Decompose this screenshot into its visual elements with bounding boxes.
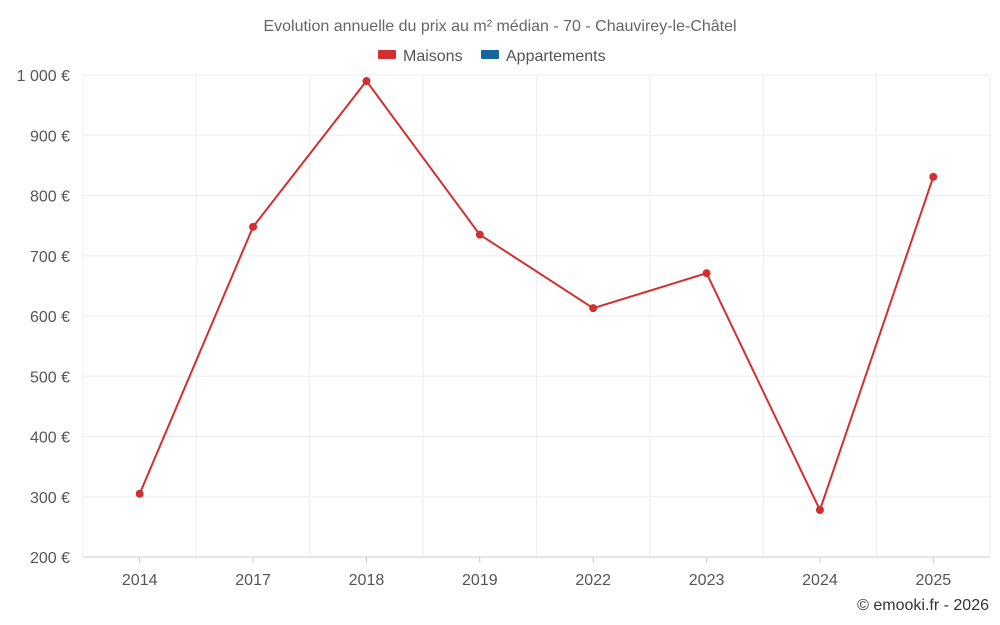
y-tick-label: 500 €: [30, 369, 70, 386]
x-axis-ticks: 2014 2017 2018 2019 2022 2023 2024 2025: [122, 557, 951, 589]
data-point-2017: [249, 222, 258, 231]
data-point-2019: [475, 230, 484, 239]
x-tick-label: 2022: [575, 572, 611, 589]
y-axis-ticks: 200 € 300 € 400 € 500 € 600 € 700 € 800 € 900 €…: [17, 68, 70, 567]
y-tick-label: 800 €: [30, 189, 70, 206]
chart-title: Evolution annuelle du prix au m² médian …: [263, 18, 736, 35]
x-tick-label: 2025: [916, 572, 952, 589]
data-point-2025: [929, 172, 938, 181]
legend: Maisons Appartements: [378, 48, 606, 65]
y-tick-label: 300 €: [30, 490, 70, 507]
legend-swatch-maisons: [378, 50, 396, 59]
x-tick-label: 2014: [122, 572, 158, 589]
y-tick-label: 700 €: [30, 249, 70, 266]
y-tick-label: 600 €: [30, 309, 70, 326]
footer-credit: © emooki.fr - 2026: [857, 597, 989, 614]
x-tick-label: 2017: [235, 572, 271, 589]
data-point-2018: [362, 77, 371, 86]
y-tick-label: 400 €: [30, 430, 70, 447]
data-point-2022: [589, 304, 598, 313]
x-tick-label: 2023: [689, 572, 725, 589]
y-tick-label: 200 €: [30, 550, 70, 567]
x-tick-label: 2019: [462, 572, 498, 589]
data-point-2014: [135, 489, 144, 498]
data-point-2023: [702, 269, 711, 278]
y-tick-label: 900 €: [30, 128, 70, 145]
series-line-maisons: [138, 80, 935, 512]
legend-swatch-appartements: [481, 50, 499, 59]
y-tick-label: 1 000 €: [17, 68, 70, 85]
legend-label-appartements: Appartements: [506, 48, 606, 65]
data-point-2024: [815, 506, 824, 515]
series-layer: [135, 77, 938, 515]
legend-label-maisons: Maisons: [403, 48, 463, 65]
x-tick-label: 2024: [802, 572, 838, 589]
x-tick-label: 2018: [349, 572, 385, 589]
